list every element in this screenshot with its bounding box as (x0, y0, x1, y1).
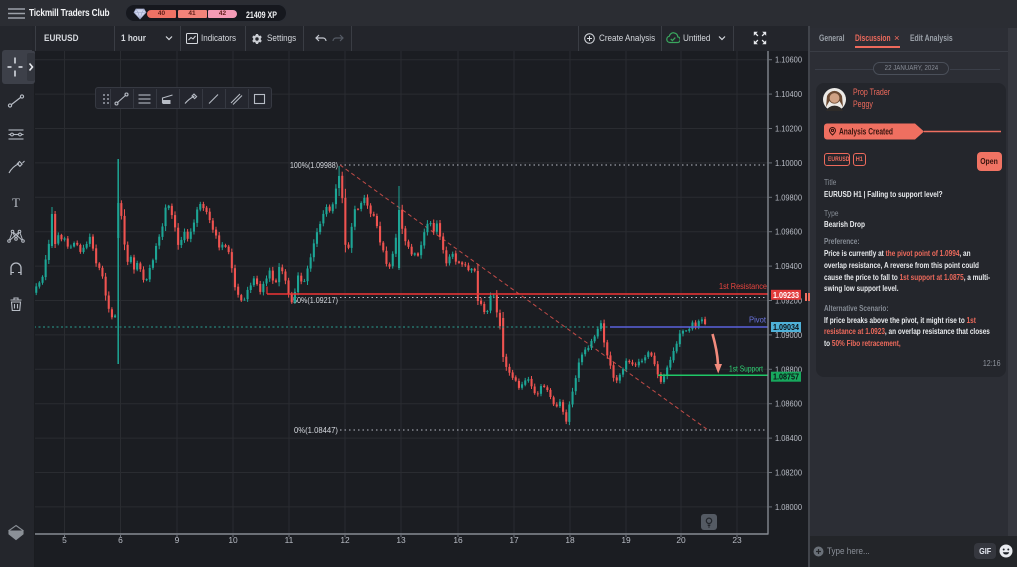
svg-text:Analysis Created: Analysis Created (839, 127, 893, 137)
svg-text:19: 19 (621, 535, 631, 545)
svg-text:1.08200: 1.08200 (775, 468, 802, 478)
svg-text:1.10200: 1.10200 (775, 124, 802, 134)
svg-text:0%(1.08447): 0%(1.08447) (294, 425, 338, 435)
svg-text:1.08757: 1.08757 (773, 372, 799, 382)
svg-text:1.08400: 1.08400 (775, 433, 802, 443)
svg-text:1.08600: 1.08600 (775, 399, 802, 409)
svg-text:10: 10 (228, 535, 238, 545)
svg-text:1.08800: 1.08800 (775, 364, 802, 374)
svg-text:1.09233: 1.09233 (773, 290, 799, 300)
svg-text:1st Support: 1st Support (729, 363, 763, 373)
svg-text:20: 20 (676, 535, 686, 545)
svg-text:11: 11 (285, 535, 294, 545)
svg-text:16: 16 (453, 535, 463, 545)
svg-text:1.09800: 1.09800 (775, 192, 802, 202)
svg-text:100%(1.09988): 100%(1.09988) (290, 160, 338, 170)
svg-text:1.09000: 1.09000 (775, 330, 802, 340)
svg-text:12: 12 (340, 535, 350, 545)
svg-text:13: 13 (396, 535, 406, 545)
svg-text:1.10600: 1.10600 (775, 55, 802, 65)
svg-text:1.10000: 1.10000 (775, 158, 802, 168)
svg-text:18: 18 (565, 535, 575, 545)
svg-text:1st Resistance: 1st Resistance (719, 281, 767, 291)
svg-text:1.09400: 1.09400 (775, 261, 802, 271)
svg-text:1.10400: 1.10400 (775, 89, 802, 99)
svg-text:1.09034: 1.09034 (773, 322, 799, 332)
svg-text:23: 23 (732, 535, 742, 545)
svg-text:1.09600: 1.09600 (775, 227, 802, 237)
svg-text:5: 5 (62, 535, 67, 545)
svg-text:1.09200: 1.09200 (775, 296, 802, 306)
svg-text:Pivot: Pivot (749, 315, 767, 325)
svg-text:50%(1.09217): 50%(1.09217) (293, 295, 338, 305)
svg-text:T: T (12, 195, 20, 210)
svg-text:9: 9 (175, 535, 180, 545)
svg-text:1.08000: 1.08000 (775, 502, 802, 512)
svg-text:17: 17 (509, 535, 519, 545)
svg-text:6: 6 (118, 535, 123, 545)
